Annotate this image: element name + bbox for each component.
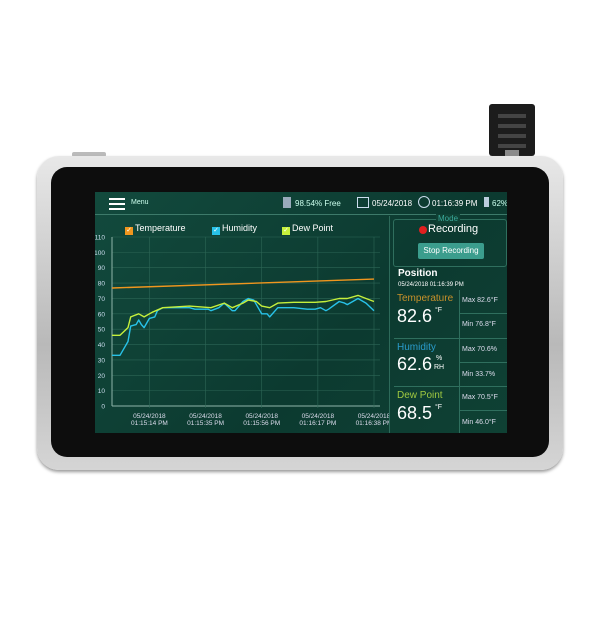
humidity-unit: % <box>436 355 443 362</box>
humidity-unit-rh: RH <box>434 364 445 371</box>
divider <box>459 290 460 433</box>
header-bar: Menu 98.54% Free 05/24/2018 01:16:39 PM … <box>95 192 507 215</box>
y-tick-label: 80 <box>98 281 106 288</box>
device-screen: Menu 98.54% Free 05/24/2018 01:16:39 PM … <box>95 192 507 433</box>
checkbox-icon[interactable]: ✓ <box>282 227 290 235</box>
y-tick-label: 0 <box>101 404 105 411</box>
x-tick-time: 01:16:38 PM <box>356 420 390 427</box>
legend-label: Dew Point <box>292 223 334 233</box>
menu-label[interactable]: Menu <box>131 199 149 206</box>
calendar-icon <box>357 197 369 208</box>
humidity-value: 62.6 <box>397 354 433 374</box>
header-time: 01:16:39 PM <box>432 199 478 208</box>
divider <box>460 313 507 314</box>
humidity-series-line <box>112 297 375 357</box>
x-tick-time: 01:15:14 PM <box>131 420 168 427</box>
divider <box>460 362 507 363</box>
divider <box>394 338 507 339</box>
humidity-label: Humidity <box>397 342 436 353</box>
x-tick-date: 05/24/2018 <box>358 413 390 420</box>
y-tick-label: 70 <box>98 296 106 303</box>
y-tick-label: 100 <box>95 250 105 257</box>
trend-chart: 010203040506070809010011005/24/201801:15… <box>95 235 390 428</box>
divider <box>460 410 507 411</box>
legend-label: Temperature <box>135 223 186 233</box>
storage-free: 98.54% Free <box>295 199 341 208</box>
divider <box>394 386 507 387</box>
y-tick-label: 110 <box>95 235 105 242</box>
x-tick-date: 05/24/2018 <box>245 413 278 420</box>
menu-icon[interactable] <box>109 198 125 213</box>
stop-recording-button[interactable]: Stop Recording <box>418 243 484 259</box>
x-tick-time: 01:15:35 PM <box>187 420 224 427</box>
y-tick-label: 10 <box>98 388 106 395</box>
temperature-min: Min 76.8°F <box>462 321 496 328</box>
dew-point-label: Dew Point <box>397 390 443 401</box>
dew-point-unit: °F <box>435 404 443 411</box>
x-tick-time: 01:16:17 PM <box>299 420 336 427</box>
legend-humidity[interactable]: ✓ Humidity <box>212 223 257 235</box>
x-tick-date: 05/24/2018 <box>189 413 222 420</box>
temperature-value: 82.6 <box>397 306 433 326</box>
x-tick-time: 01:15:56 PM <box>243 420 280 427</box>
sensor-stem <box>505 150 519 160</box>
header-date: 05/24/2018 <box>372 199 413 208</box>
clock-icon <box>418 196 430 208</box>
temperature-unit: °F <box>435 307 443 314</box>
dew-point-min: Min 46.0°F <box>462 419 496 426</box>
y-tick-label: 40 <box>98 342 106 349</box>
position-time: 05/24/2018 01:16:39 PM <box>398 282 464 288</box>
battery-level: 62% <box>492 199 507 208</box>
x-tick-date: 05/24/2018 <box>133 413 166 420</box>
y-tick-label: 30 <box>98 357 106 364</box>
readings-panel: Mode Recording Stop Recording Position 0… <box>389 214 507 433</box>
y-tick-label: 20 <box>98 373 106 380</box>
y-tick-label: 50 <box>98 327 106 334</box>
checkbox-icon[interactable]: ✓ <box>212 227 220 235</box>
temperature-label: Temperature <box>397 293 454 304</box>
legend-temperature[interactable]: ✓ Temperature <box>125 223 186 235</box>
position-label: Position <box>398 268 438 279</box>
humidity-max: Max 70.6% <box>462 346 498 353</box>
y-tick-label: 60 <box>98 311 106 318</box>
power-button[interactable] <box>72 152 106 157</box>
checkbox-icon[interactable]: ✓ <box>125 227 133 235</box>
temperature-max: Max 82.6°F <box>462 297 498 304</box>
legend-label: Humidity <box>222 223 258 233</box>
battery-icon <box>484 197 489 207</box>
sensor-probe <box>489 104 535 156</box>
x-tick-date: 05/24/2018 <box>302 413 335 420</box>
dew-point-max: Max 70.5°F <box>462 394 498 401</box>
recording-status: Recording <box>428 223 479 235</box>
record-icon <box>419 226 427 234</box>
dew-point-series-line <box>112 294 375 337</box>
legend-dew-point[interactable]: ✓ Dew Point <box>282 223 333 235</box>
sd-card-icon <box>283 197 291 208</box>
dew-point-value: 68.5 <box>397 403 433 423</box>
temperature-series-line <box>111 278 375 289</box>
humidity-min: Min 33.7% <box>462 371 496 378</box>
y-tick-label: 90 <box>98 265 106 272</box>
mode-label: Mode <box>436 214 461 223</box>
